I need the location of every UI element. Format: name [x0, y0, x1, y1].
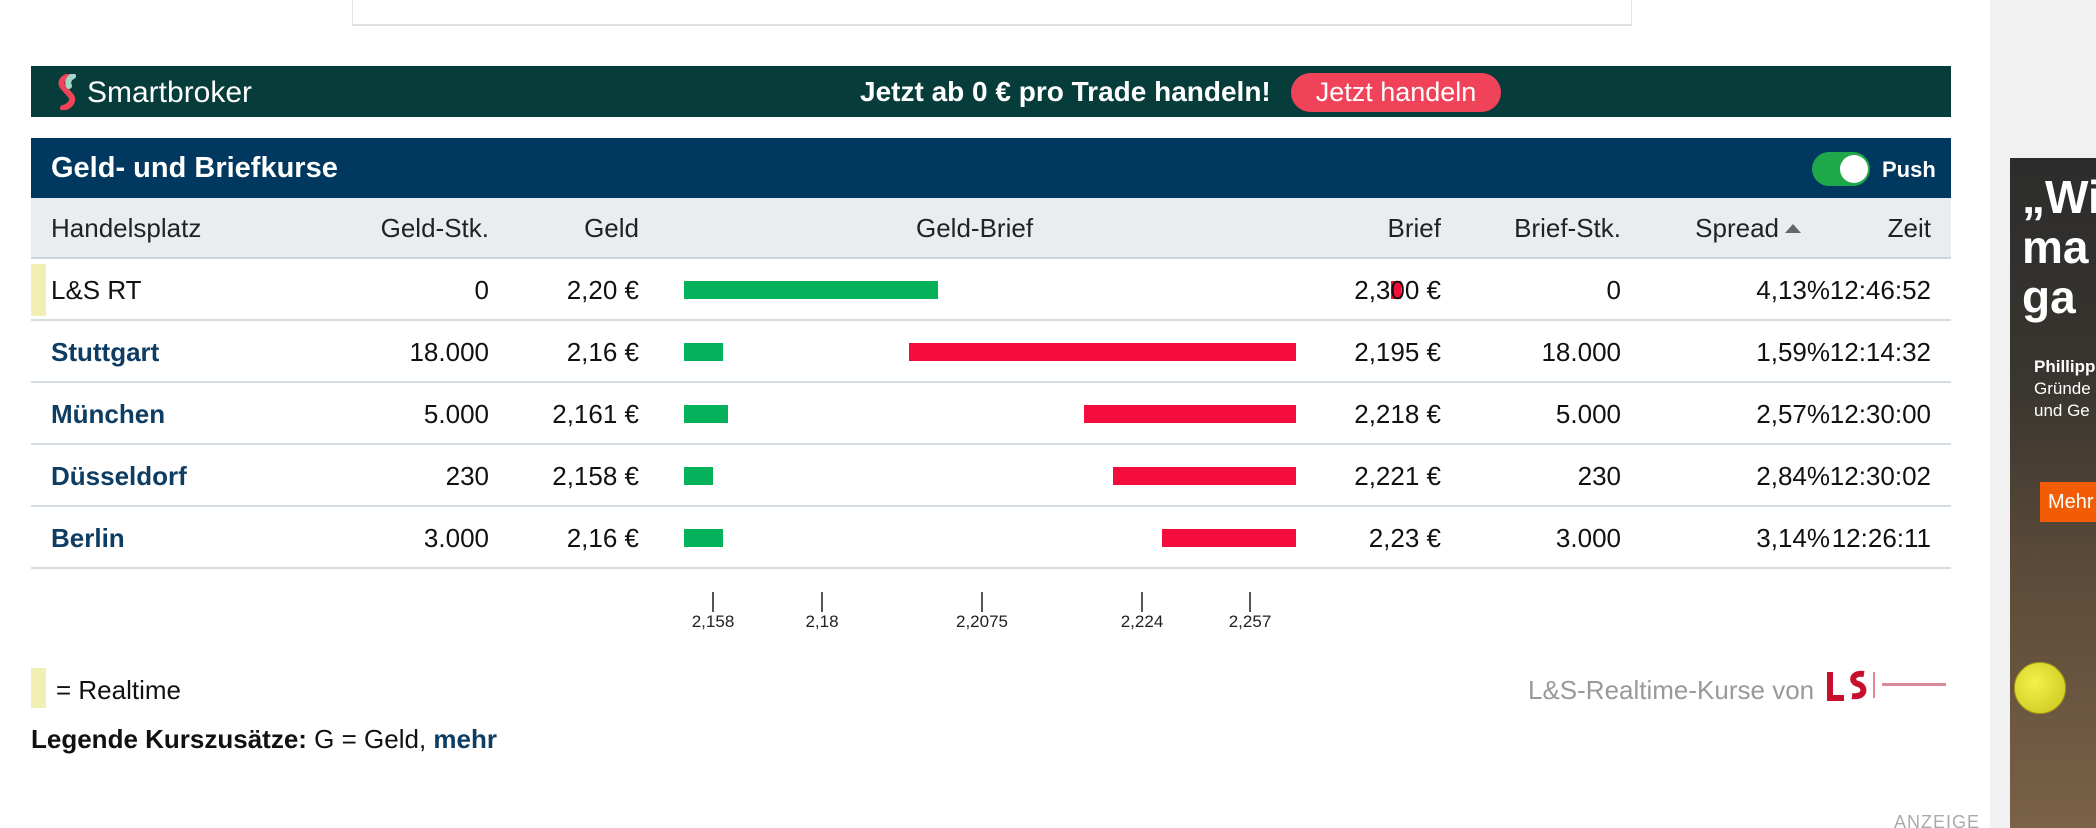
brief-value: 2,218 € [1354, 399, 1441, 429]
brief-stk-value: 230 [1577, 461, 1621, 491]
spread-value: 1,59% [1756, 337, 1830, 367]
col-header-geld-brief: Geld-Brief [916, 213, 1034, 243]
col-header-zeit[interactable]: Zeit [1887, 213, 1931, 243]
table-header [31, 198, 1951, 259]
geld-bar [684, 343, 723, 361]
table-row: Berlin 3.000 2,16 € 2,23 € 3.000 3,14% 1… [31, 507, 1951, 569]
ad-subtitle: Phillipp Gründe und Ge [2034, 357, 2096, 420]
geld-bar [684, 281, 939, 299]
scale-tick-label: 2,257 [1228, 612, 1272, 631]
brief-stk-value: 18.000 [1541, 337, 1621, 367]
col-header-brief[interactable]: Brief [1387, 213, 1441, 243]
spread-value: 2,84% [1756, 461, 1830, 491]
realtime-legend-text: = Realtime [56, 675, 181, 705]
ad-title: „Wi ma ga [2022, 171, 2096, 323]
ad-more-button[interactable]: Mehr [2040, 482, 2096, 522]
brief-bar [1390, 281, 1401, 299]
geld-stk-value: 18.000 [409, 337, 489, 367]
brief-stk-value: 5.000 [1555, 399, 1621, 429]
time-value: 12:26:11 [1831, 523, 1931, 553]
geld-stk-value: 0 [474, 275, 489, 305]
ad-label: ANZEIGE [1894, 812, 1981, 828]
scale-tick-label: 2,2075 [956, 612, 1008, 631]
place-name: L&S RT [51, 275, 142, 305]
panel-title: Geld- und Briefkurse [51, 152, 338, 184]
brief-bar [1112, 467, 1296, 485]
geld-stk-value: 3.000 [423, 523, 489, 553]
spread-value: 4,13% [1756, 275, 1830, 305]
brief-stk-value: 0 [1606, 275, 1621, 305]
scale-tick-label: 2,18 [805, 612, 839, 631]
panel-header [31, 138, 1951, 198]
geld-value: 2,20 € [566, 275, 639, 305]
sort-asc-icon [1785, 223, 1801, 233]
scale-tick-mark [712, 592, 714, 612]
brief-value: 2,23 € [1368, 523, 1441, 553]
table-row: L&S RT 0 2,20 € 2,300 € 0 4,13% 12:46:52 [31, 259, 1951, 321]
brief-bar [909, 343, 1296, 361]
col-header-geld-stk[interactable]: Geld-Stk. [380, 213, 489, 243]
brief-value: 2,300 € [1354, 275, 1441, 305]
table-row: München 5.000 2,161 € 2,218 € 5.000 2,57… [31, 383, 1951, 445]
push-label: Push [1882, 157, 1936, 182]
spread-value: 2,57% [1756, 399, 1830, 429]
geld-value: 2,16 € [566, 337, 639, 367]
tennis-ball-icon [2014, 662, 2066, 714]
place-link[interactable]: Stuttgart [51, 337, 160, 367]
col-header-geld[interactable]: Geld [584, 213, 639, 243]
geld-stk-value: 5.000 [423, 399, 489, 429]
table-row: Düsseldorf 230 2,158 € 2,221 € 230 2,84%… [31, 445, 1951, 507]
scale-tick-mark [821, 592, 823, 612]
ls-logo[interactable] [1826, 668, 1952, 702]
top-box-edge [352, 0, 1632, 26]
brief-stk-value: 3.000 [1555, 523, 1621, 553]
place-link[interactable]: München [51, 399, 166, 429]
scale-tick-mark [981, 592, 983, 612]
kurszusaetze-legend: Legende Kurszusätze: G = Geld, mehr [31, 724, 497, 754]
col-header-spread[interactable]: Spread [1660, 212, 1801, 244]
more-link[interactable]: mehr [433, 724, 497, 754]
smartbroker-logo-text: Smartbroker [87, 76, 253, 109]
col-header-brief-stk[interactable]: Brief-Stk. [1514, 213, 1621, 243]
geld-value: 2,158 € [552, 461, 639, 491]
geld-value: 2,161 € [552, 399, 639, 429]
smartbroker-logo-icon [58, 74, 76, 110]
geld-bar [684, 467, 713, 485]
trade-now-button[interactable]: Jetzt handeln [1291, 73, 1501, 112]
realtime-legend-marker [31, 668, 46, 708]
scale-tick-mark [1141, 592, 1143, 612]
time-value: 12:30:02 [1829, 461, 1931, 491]
geld-bar [684, 529, 723, 547]
brief-bar [1083, 405, 1296, 423]
scale-tick-label: 2,158 [691, 612, 735, 631]
col-header-handelsplatz[interactable]: Handelsplatz [51, 213, 202, 243]
spread-value: 3,14% [1756, 523, 1830, 553]
time-value: 12:30:00 [1829, 399, 1931, 429]
table-row: Stuttgart 18.000 2,16 € 2,195 € 18.000 1… [31, 321, 1951, 383]
ls-realtime-text: L&S-Realtime-Kurse von [1528, 675, 1815, 705]
realtime-marker [31, 264, 46, 316]
banner-claim: Jetzt ab 0 € pro Trade handeln! [860, 76, 1271, 107]
scale-tick-mark [1249, 592, 1251, 612]
time-value: 12:46:52 [1829, 275, 1931, 305]
geld-value: 2,16 € [566, 523, 639, 553]
place-link[interactable]: Düsseldorf [51, 461, 187, 491]
push-toggle-knob[interactable] [1840, 155, 1868, 183]
place-link[interactable]: Berlin [51, 523, 125, 553]
smartbroker-banner[interactable] [31, 66, 1951, 117]
geld-stk-value: 230 [445, 461, 489, 491]
brief-value: 2,221 € [1354, 461, 1441, 491]
brief-value: 2,195 € [1354, 337, 1441, 367]
scale-tick-label: 2,224 [1120, 612, 1164, 631]
geld-bar [684, 405, 728, 423]
brief-bar [1161, 529, 1296, 547]
time-value: 12:14:32 [1829, 337, 1931, 367]
